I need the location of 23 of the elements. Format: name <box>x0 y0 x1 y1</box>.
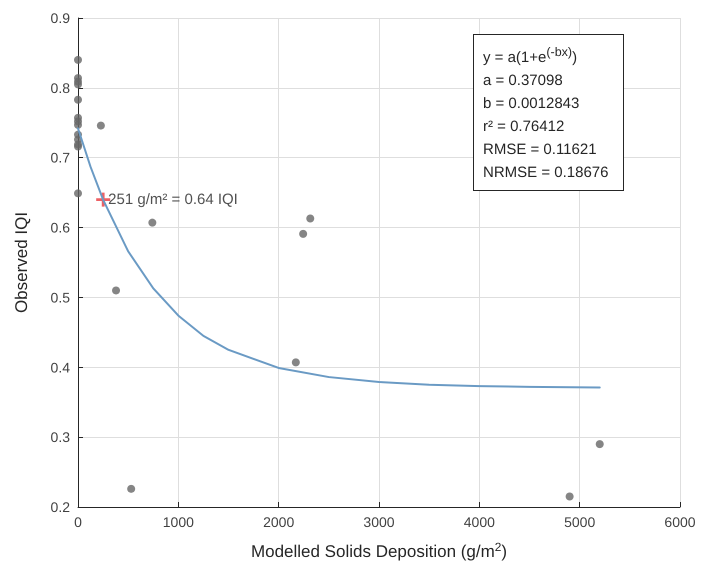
annotation: r² = 0.76412 <box>483 117 566 137</box>
x-tick-label: 3000 <box>363 514 395 530</box>
x-tick-label: 4000 <box>464 514 496 530</box>
annotation: RMSE = 0.11621 <box>483 140 598 160</box>
x-tick-label: 6000 <box>664 514 696 530</box>
annotation: y = a(1+e$^{(-bx)}$) <box>483 44 578 68</box>
y-tick-label: 0.3 <box>50 429 70 446</box>
y-tick-label: 0.7 <box>50 150 70 166</box>
x-tick-label: 2000 <box>263 514 294 530</box>
y-tick-label: 0.4 <box>50 359 70 376</box>
annotation: a = 0.37098 <box>483 71 564 91</box>
x-tick-label: 5000 <box>564 514 596 530</box>
y-tick-label: 0.6 <box>50 220 70 236</box>
x-tick-label: 1000 <box>162 514 194 530</box>
annotation: 251 g/m² = 0.64 IQI <box>108 191 238 208</box>
x-tick-label: 0 <box>74 514 82 530</box>
y-tick-label: 0.5 <box>50 289 70 306</box>
y-tick-label: 0.8 <box>50 80 70 96</box>
y-axis-title: Observed IQI <box>12 212 31 314</box>
annotation: NRMSE = 0.18676 <box>483 163 608 183</box>
y-tick-label: 0.9 <box>50 10 70 26</box>
annotation: b = 0.0012843 <box>483 94 580 114</box>
y-tick-label: 0.2 <box>50 499 70 515</box>
